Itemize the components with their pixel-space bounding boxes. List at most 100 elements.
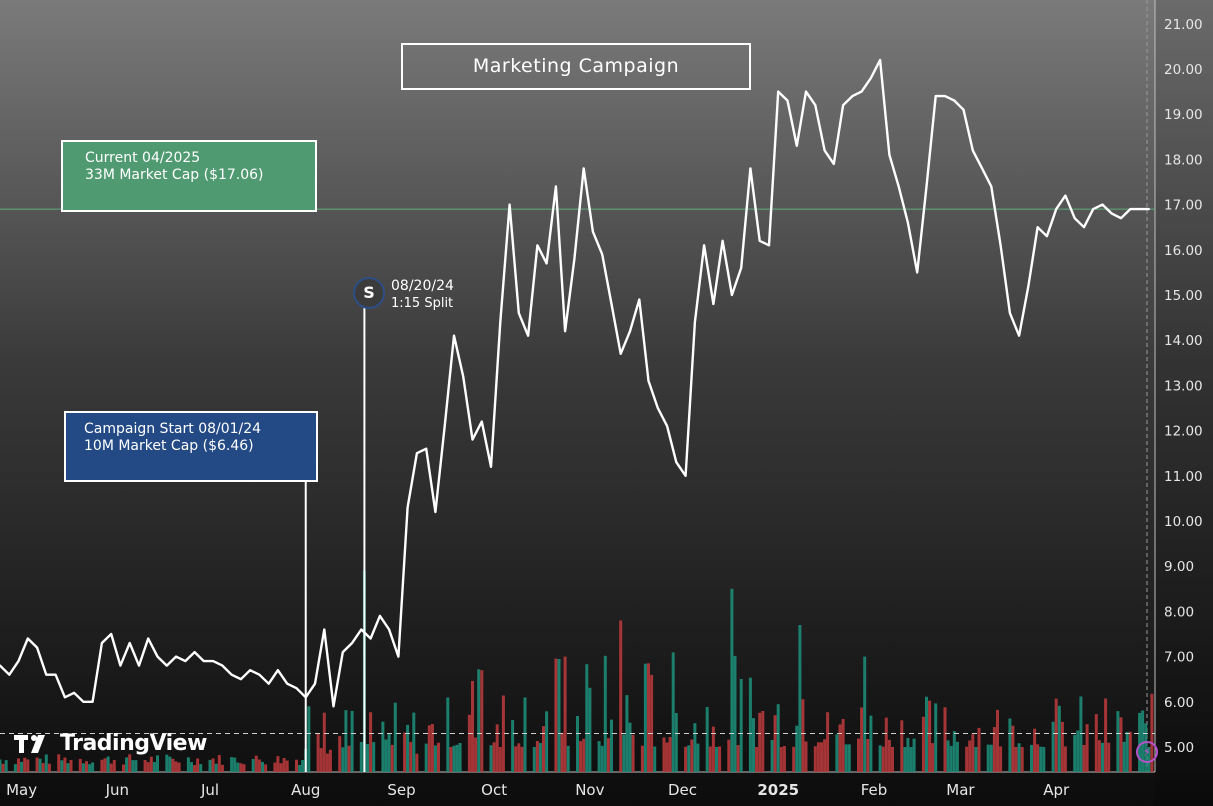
y-tick-label: 16.00 xyxy=(1164,243,1203,259)
volume-bar xyxy=(900,720,904,772)
volume-bar xyxy=(563,656,567,772)
volume-bar xyxy=(91,762,95,772)
volume-bar xyxy=(542,726,545,772)
volume-bar xyxy=(1104,698,1108,772)
volume-bar xyxy=(597,741,601,772)
tradingview-logo-icon xyxy=(14,734,45,753)
volume-bar xyxy=(1051,721,1055,772)
volume-bar xyxy=(1094,714,1098,772)
volume-bar xyxy=(403,732,407,772)
volume-bar xyxy=(66,763,70,772)
volume-bar xyxy=(366,744,369,772)
volume-bar xyxy=(795,725,799,772)
volume-bar xyxy=(844,744,848,772)
volume-bar xyxy=(1054,698,1058,772)
volume-bar xyxy=(665,742,669,772)
x-tick-label: 2025 xyxy=(757,781,799,799)
volume-bar xyxy=(282,758,286,772)
volume-bar xyxy=(186,757,190,772)
volume-bar xyxy=(878,745,882,772)
volume-bar xyxy=(489,745,493,772)
volume-bar xyxy=(866,739,870,772)
volume-bar xyxy=(393,702,397,772)
volume-bar xyxy=(149,756,153,772)
volume-bar xyxy=(884,717,888,772)
y-tick-label: 19.00 xyxy=(1164,107,1203,123)
x-tick-label: Sep xyxy=(387,781,415,799)
x-tick-label: Mar xyxy=(946,781,975,799)
alert-icon[interactable]: ⚡ xyxy=(1136,741,1158,763)
volume-bar xyxy=(566,745,570,772)
volume-bar xyxy=(1085,724,1089,772)
volume-bar xyxy=(826,712,830,772)
volume-bar xyxy=(41,763,45,772)
volume-bar xyxy=(1,763,5,772)
volume-bar xyxy=(881,746,885,772)
volume-bar xyxy=(242,764,246,772)
volume-bar xyxy=(20,761,24,772)
volume-bar xyxy=(467,714,471,772)
volume-bar xyxy=(4,760,8,772)
volume-bar xyxy=(285,760,289,772)
volume-bar xyxy=(199,764,203,772)
volume-bar xyxy=(446,697,450,772)
volume-bar xyxy=(424,743,428,772)
volume-bar xyxy=(999,746,1003,772)
volume-bar xyxy=(600,745,604,772)
volume-bar xyxy=(347,745,351,772)
x-tick-label: Aug xyxy=(291,781,320,799)
volume-bar xyxy=(1116,711,1120,772)
volume-bar xyxy=(1101,742,1104,772)
volume-bar xyxy=(582,738,586,772)
volume-bar xyxy=(816,742,820,772)
tradingview-logo[interactable]: TradingView xyxy=(14,731,207,756)
volume-bar xyxy=(437,742,440,772)
volume-bar xyxy=(251,759,255,772)
volume-bar xyxy=(298,765,302,772)
volume-bar xyxy=(1150,693,1154,772)
volume-bar xyxy=(273,762,277,772)
volume-bar xyxy=(631,734,635,772)
volume-bar xyxy=(125,757,129,772)
volume-bar xyxy=(480,670,484,772)
volume-bar xyxy=(776,704,780,772)
volume-bar xyxy=(474,737,478,772)
volume-bar xyxy=(955,741,959,772)
volume-bar xyxy=(761,711,765,772)
y-tick-label: 18.00 xyxy=(1164,152,1203,168)
volume-bar xyxy=(674,713,678,772)
split-marker[interactable]: S xyxy=(353,277,385,309)
y-tick-label: 21.00 xyxy=(1164,17,1203,33)
volume-bar xyxy=(986,744,990,772)
volume-bar xyxy=(610,719,613,772)
volume-bar xyxy=(372,742,376,772)
volume-bar xyxy=(452,745,456,772)
y-tick-label: 7.00 xyxy=(1164,650,1194,666)
volume-bar xyxy=(427,725,431,772)
volume-bar xyxy=(928,700,932,772)
volume-bar xyxy=(662,737,666,772)
volume-bar xyxy=(220,764,224,772)
volume-bar xyxy=(47,763,51,772)
volume-bar xyxy=(857,738,860,772)
volume-bar xyxy=(168,756,172,772)
volume-bar xyxy=(1125,731,1129,772)
y-tick-label: 20.00 xyxy=(1164,62,1203,78)
y-tick-label: 17.00 xyxy=(1164,198,1203,214)
volume-bar xyxy=(770,740,774,772)
volume-bar xyxy=(307,706,311,772)
volume-bar xyxy=(733,655,737,772)
volume-bar xyxy=(517,743,521,772)
volume-bar xyxy=(1039,746,1043,772)
volume-bar xyxy=(81,763,85,772)
volume-bar xyxy=(727,739,731,772)
volume-bar xyxy=(535,741,539,772)
volume-bar xyxy=(838,724,842,772)
current-annotation-line2: 33M Market Cap ($17.06) xyxy=(85,167,264,183)
volume-bar xyxy=(344,710,348,772)
price-axis: 5.00 6.00 7.00 8.00 9.00 10.00 11.00 12.00 13.00… xyxy=(1164,17,1203,756)
volume-bar xyxy=(295,759,298,772)
volume-bar xyxy=(23,757,27,772)
volume-bar xyxy=(1128,731,1132,772)
